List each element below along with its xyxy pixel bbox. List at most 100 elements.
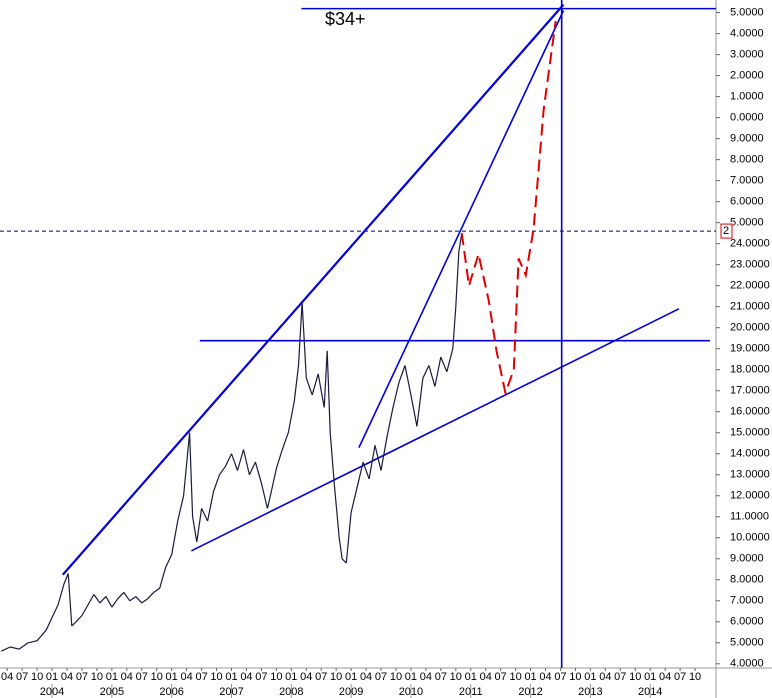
- x-tick-label: 10: [210, 671, 222, 683]
- x-tick-label: 04: [300, 671, 312, 683]
- y-tick-label: 9.0000: [730, 553, 764, 565]
- x-tick-label: 04: [240, 671, 252, 683]
- y-tick-label: 11.0000: [730, 511, 769, 523]
- y-tick-label: 6.0000: [730, 616, 764, 628]
- y-tick-label: 8.0000: [730, 574, 764, 586]
- x-tick-label: 01: [225, 671, 237, 683]
- x-tick-label: 07: [495, 671, 507, 683]
- annotation: $34+: [325, 9, 366, 29]
- x-tick-label: 01: [584, 671, 596, 683]
- price-line: [0, 233, 463, 652]
- y-tick-label: 16.0000: [730, 406, 770, 418]
- x-tick-label: 04: [61, 671, 73, 683]
- x-tick-label: 07: [16, 671, 28, 683]
- x-tick-label: 01: [46, 671, 58, 683]
- y-tick-label: 4.0000: [730, 28, 764, 40]
- x-tick-label: 10: [509, 671, 521, 683]
- y-tick-label: 20.0000: [730, 322, 770, 334]
- year-label: 2005: [100, 686, 124, 698]
- y-tick-label: 5.0000: [730, 217, 764, 229]
- x-tick-label: 01: [285, 671, 297, 683]
- y-tick-label: 14.0000: [730, 448, 770, 460]
- y-tick-label: 15.0000: [730, 427, 770, 439]
- x-tick-label: 01: [524, 671, 536, 683]
- x-tick-label: 10: [270, 671, 282, 683]
- x-tick-label: 07: [674, 671, 686, 683]
- x-tick-label: 04: [360, 671, 372, 683]
- x-tick-label: 04: [539, 671, 551, 683]
- year-label: 2014: [638, 686, 662, 698]
- year-label: 2008: [279, 686, 303, 698]
- x-tick-label: 04: [181, 671, 193, 683]
- x-tick-label: 10: [151, 671, 163, 683]
- x-tick-label: 04: [121, 671, 133, 683]
- x-tick-label: 04: [599, 671, 611, 683]
- x-tick-label: 04: [480, 671, 492, 683]
- x-tick-label: 10: [390, 671, 402, 683]
- y-tick-label: 4.0000: [730, 658, 764, 670]
- x-tick-label: 10: [689, 671, 701, 683]
- year-label: 2007: [219, 686, 243, 698]
- x-tick-label: 10: [91, 671, 103, 683]
- x-tick-label: 10: [569, 671, 581, 683]
- y-tick-label: 5.0000: [730, 7, 764, 19]
- y-tick-label: 3.0000: [730, 49, 764, 61]
- x-tick-label: 01: [644, 671, 656, 683]
- y-tick-label: 18.0000: [730, 364, 770, 376]
- year-label: 2010: [399, 686, 423, 698]
- x-tick-label: 07: [435, 671, 447, 683]
- price-marker-box: [720, 223, 733, 239]
- x-tick-label: 07: [375, 671, 387, 683]
- y-tick-label: 0.0000: [730, 112, 764, 124]
- year-label: 2004: [40, 686, 64, 698]
- y-tick-label: 24.0000: [730, 238, 770, 250]
- y-tick-label: 9.0000: [730, 133, 764, 145]
- trend-line: [358, 10, 565, 448]
- x-tick-label: 07: [255, 671, 267, 683]
- x-tick-label: 10: [330, 671, 342, 683]
- x-tick-label: 01: [166, 671, 178, 683]
- year-label: 2011: [459, 686, 483, 698]
- y-tick-label: 6.0000: [730, 196, 764, 208]
- y-tick-label: 13.0000: [730, 469, 770, 481]
- year-label: 2006: [159, 686, 183, 698]
- y-tick-label: 5.0000: [730, 637, 764, 649]
- projection-line: [460, 20, 557, 397]
- x-tick-label: 07: [315, 671, 327, 683]
- x-tick-label: 10: [31, 671, 43, 683]
- x-tick-label: 10: [450, 671, 462, 683]
- x-tick-label: 10: [629, 671, 641, 683]
- y-tick-label: 12.0000: [730, 490, 770, 502]
- year-label: 2013: [578, 686, 602, 698]
- x-tick-label: 01: [405, 671, 417, 683]
- x-tick-label: 04: [1, 671, 13, 683]
- y-tick-label: 22.0000: [730, 280, 770, 292]
- x-tick-label: 01: [465, 671, 477, 683]
- x-tick-label: 07: [195, 671, 207, 683]
- x-tick-label: 07: [614, 671, 626, 683]
- y-tick-label: 17.0000: [730, 385, 770, 397]
- x-tick-label: 04: [659, 671, 671, 683]
- year-label: 2009: [339, 686, 363, 698]
- x-tick-label: 01: [345, 671, 357, 683]
- y-tick-label: 8.0000: [730, 154, 764, 166]
- trend-line: [61, 3, 565, 576]
- y-tick-label: 23.0000: [730, 259, 770, 271]
- y-tick-label: 2.0000: [730, 70, 764, 82]
- y-tick-label: 19.0000: [730, 343, 770, 355]
- x-tick-label: 07: [76, 671, 88, 683]
- x-tick-label: 01: [106, 671, 118, 683]
- price-marker-label: 2: [723, 225, 729, 237]
- y-tick-label: 7.0000: [730, 175, 764, 187]
- year-label: 2012: [518, 686, 542, 698]
- x-tick-label: 07: [554, 671, 566, 683]
- trend-line: [191, 308, 680, 552]
- y-tick-label: 1.0000: [730, 91, 764, 103]
- y-tick-label: 7.0000: [730, 595, 764, 607]
- y-tick-label: 21.0000: [730, 301, 770, 313]
- y-tick-label: 10.0000: [730, 532, 770, 544]
- x-tick-label: 04: [420, 671, 432, 683]
- x-tick-label: 07: [136, 671, 148, 683]
